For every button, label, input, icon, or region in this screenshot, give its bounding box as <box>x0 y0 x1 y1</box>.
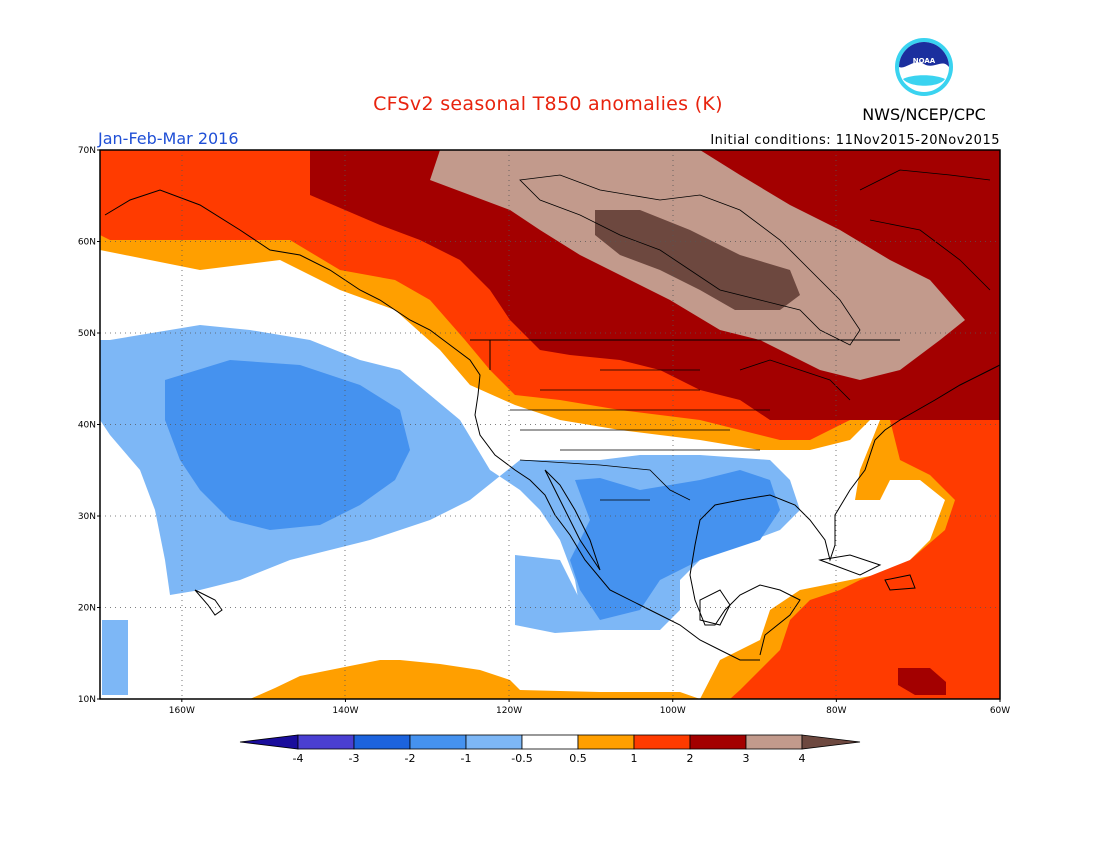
graticule <box>100 150 1000 699</box>
hawaii <box>194 589 223 616</box>
legend-tick-label: 1 <box>631 752 638 765</box>
legend-swatch <box>633 734 691 750</box>
lon-tick-label: 160W <box>169 706 195 716</box>
cuba <box>818 554 882 576</box>
anomaly-region-darkbrown <box>595 210 800 310</box>
legend-tick-label: 3 <box>743 752 750 765</box>
legend-swatch <box>801 734 861 750</box>
longitude-axis: 160W 140W 120W 100W 80W 60W <box>169 699 1010 716</box>
anomaly-region-lightblue-west <box>102 620 128 695</box>
latitude-axis: 70N 60N 50N 40N 30N 20N 10N <box>78 146 100 705</box>
legend-swatch <box>465 734 523 750</box>
hispaniola <box>884 574 916 591</box>
anomaly-region-darkred-caribbean <box>898 668 946 695</box>
lat-tick-label: 60N <box>78 238 96 248</box>
noaa-logo: NOAA <box>895 38 953 96</box>
legend-tick-label: -0.5 <box>511 752 532 765</box>
legend-tick-label: 0.5 <box>569 752 587 765</box>
legend-swatch <box>353 734 411 750</box>
lon-tick-label: 80W <box>826 706 846 716</box>
lat-tick-label: 10N <box>78 695 96 705</box>
legend-tick-label: 2 <box>687 752 694 765</box>
yucatan <box>699 589 731 626</box>
lat-tick-label: 70N <box>78 146 96 156</box>
map-title: CFSv2 seasonal T850 anomalies (K) <box>373 93 723 115</box>
legend-swatch <box>409 734 467 750</box>
agency-label: NWS/NCEP/CPC <box>862 105 986 124</box>
arctic-islands <box>859 169 991 291</box>
legend-swatch <box>521 734 579 750</box>
us-canada-border <box>470 339 900 370</box>
anomaly-region-lightblue-mexico <box>515 555 600 633</box>
lat-tick-label: 20N <box>78 604 96 614</box>
initial-conditions: Initial conditions: 11Nov2015-20Nov2015 <box>710 133 1000 148</box>
anomaly-region-mediumblue-pacific <box>165 360 410 530</box>
legend-swatch <box>689 734 747 750</box>
legend-tick-label: -3 <box>349 752 360 765</box>
legend-tick-label: -1 <box>461 752 472 765</box>
noaa-logo-text: NOAA <box>913 57 936 65</box>
anomaly-region-orange-south <box>250 660 700 699</box>
lon-tick-label: 60W <box>990 706 1010 716</box>
coastlines <box>104 169 1000 661</box>
lon-tick-label: 100W <box>660 706 686 716</box>
hudson-bay <box>519 174 861 346</box>
legend-swatch <box>745 734 803 750</box>
color-legend: -4 -3 -2 -1 -0.5 0.5 1 2 3 4 <box>239 734 861 765</box>
lon-tick-label: 140W <box>332 706 358 716</box>
great-lakes <box>739 359 851 401</box>
legend-swatch <box>239 734 299 750</box>
legend-tick-label: -4 <box>293 752 304 765</box>
baja-peninsula <box>544 469 601 571</box>
anomaly-region-mediumblue-gulf <box>570 470 780 620</box>
legend-swatch <box>297 734 355 750</box>
lon-tick-label: 120W <box>496 706 522 716</box>
us-mexico-border <box>519 459 691 501</box>
anomaly-region-red-southeast <box>730 420 1000 699</box>
lat-tick-label: 30N <box>78 512 96 522</box>
forecast-period: Jan-Feb-Mar 2016 <box>97 129 239 148</box>
legend-swatch <box>577 734 635 750</box>
legend-tick-label: 4 <box>799 752 806 765</box>
gulf-atlantic-coastline <box>689 364 1000 656</box>
lat-tick-label: 40N <box>78 421 96 431</box>
pacific-coastline <box>104 189 760 661</box>
state-borders <box>510 369 770 501</box>
legend-tick-label: -2 <box>405 752 416 765</box>
lat-tick-label: 50N <box>78 329 96 339</box>
